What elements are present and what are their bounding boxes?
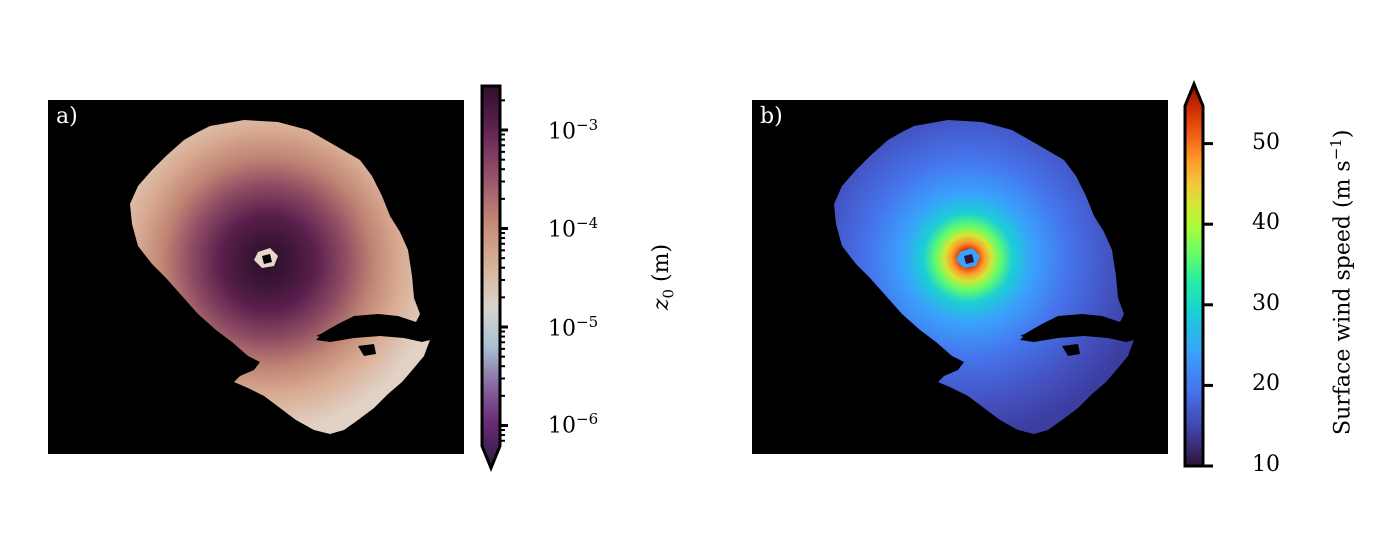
island-b (1020, 320, 1104, 340)
wind-speed-tick-label: 40 (1252, 210, 1280, 236)
panel-label-a: a) (56, 104, 78, 129)
roughness-map-panel: a) (48, 100, 464, 454)
roughness-colorbar-label: z0 (m) (649, 243, 678, 311)
roughness-tick-label: 10−6 (548, 410, 599, 439)
eye-core-a (262, 254, 272, 264)
roughness-tick-label: 10−3 (548, 116, 599, 145)
wind-speed-colorbar-fill (1183, 80, 1205, 468)
roughness-tick-label: 10−4 (548, 214, 599, 243)
roughness-tick-label: 10−5 (548, 313, 599, 342)
roughness-field (130, 120, 430, 434)
roughness-colorbar (480, 84, 508, 472)
wind-speed-colorbar (1183, 80, 1213, 468)
island-a-2 (358, 344, 376, 356)
wind-speed-tick-label: 30 (1252, 290, 1280, 316)
island-b-2 (1062, 344, 1080, 356)
wind-speed-colorbar-label: Surface wind speed (m s−1) (1327, 129, 1356, 435)
wind-speed-tick-label: 20 (1252, 371, 1280, 397)
wind-speed-tick-label: 50 (1252, 129, 1280, 155)
roughness-colorbar-fill (480, 84, 502, 472)
wind-speed-map-panel: b) (752, 100, 1168, 454)
panel-label-b: b) (760, 104, 783, 129)
eye-core-b (964, 254, 974, 264)
storm-domain-a (130, 120, 430, 434)
storm-domain-b (834, 120, 1134, 434)
wind-speed-field (834, 120, 1134, 434)
island-a (316, 320, 400, 340)
wind-speed-tick-label: 10 (1252, 452, 1280, 477)
